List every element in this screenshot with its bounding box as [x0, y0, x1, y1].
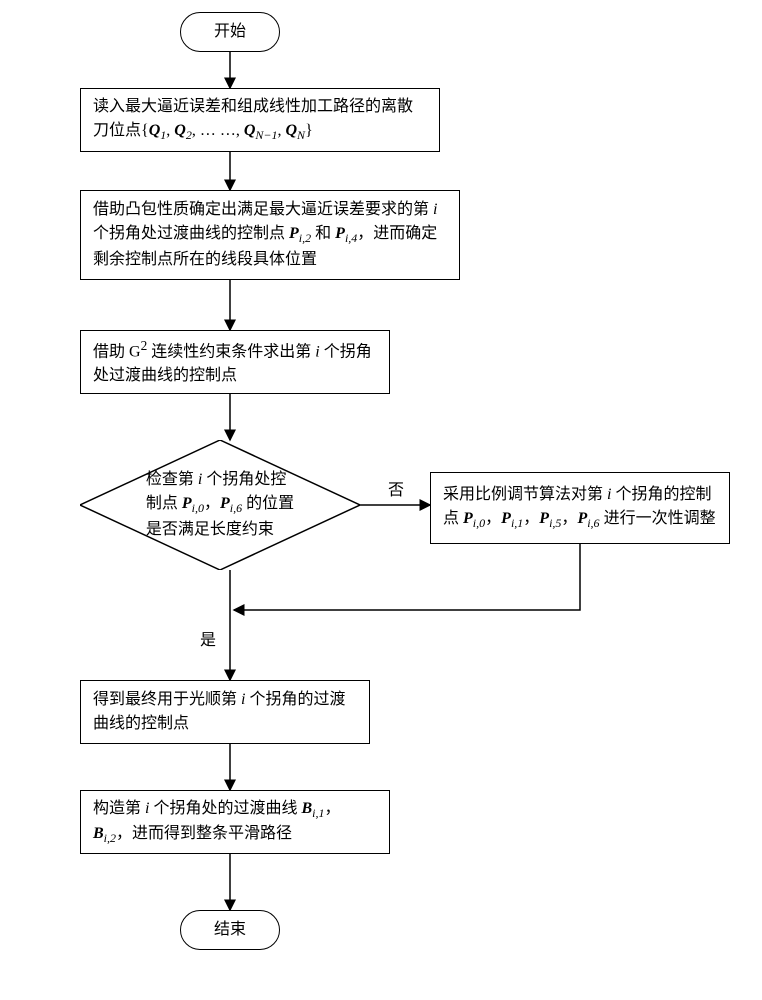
- convex-i: i: [433, 201, 437, 218]
- g2-a: 借助 G: [93, 343, 141, 360]
- edge-label-yes: 是: [198, 626, 218, 650]
- con-c: ，进而得到整条平滑路径: [116, 825, 292, 842]
- convex-p2: P: [289, 225, 299, 242]
- convex-t2: 个拐角处过渡曲线的控制点: [93, 225, 289, 242]
- convex-p2sub: i,2: [299, 232, 311, 246]
- adj-p1: P: [501, 510, 511, 527]
- dec-p6: P: [220, 495, 230, 512]
- g2-b: 连续性约束条件求出第: [147, 343, 315, 360]
- adj-p6s: i,6: [587, 517, 599, 531]
- convex-hull-process: 借助凸包性质确定出满足最大逼近误差要求的第 i 个拐角处过渡曲线的控制点 Pi,…: [80, 190, 460, 280]
- edge-label-no: 否: [386, 476, 406, 500]
- adj-p5s: i,5: [549, 517, 561, 531]
- adj-p0s: i,0: [473, 517, 485, 531]
- con-b2s: i,2: [104, 831, 116, 845]
- end-terminal: 结束: [180, 910, 280, 950]
- con-b1: B: [301, 800, 312, 817]
- con-b: 个拐角处的过渡曲线: [149, 800, 301, 817]
- adj-c: 进行一次性调整: [600, 510, 716, 527]
- dec-l3: 是否满足长度约束: [146, 521, 274, 538]
- dec-l1a: 检查第: [146, 471, 198, 488]
- convex-and: 和: [311, 225, 335, 242]
- fin-a: 得到最终用于光顺第: [93, 691, 241, 708]
- dec-sep: ，: [204, 495, 220, 512]
- start-terminal: 开始: [180, 12, 280, 52]
- con-a: 构造第: [93, 800, 145, 817]
- construct-curve-process: 构造第 i 个拐角处的过渡曲线 Bi,1，Bi,2，进而得到整条平滑路径: [80, 790, 390, 854]
- adj-a: 采用比例调节算法对第: [443, 486, 607, 503]
- adj-p0: P: [463, 510, 473, 527]
- g2-continuity-process: 借助 G2 连续性约束条件求出第 i 个拐角处过渡曲线的控制点: [80, 330, 390, 394]
- dec-p0sub: i,0: [192, 502, 204, 516]
- proportional-adjust-process: 采用比例调节算法对第 i 个拐角的控制点 Pi,0，Pi,1，Pi,5，Pi,6…: [430, 472, 730, 544]
- adj-p5: P: [539, 510, 549, 527]
- convex-p4: P: [335, 225, 345, 242]
- dec-p0: P: [182, 495, 192, 512]
- con-b2: B: [93, 825, 104, 842]
- convex-p4sub: i,4: [345, 232, 357, 246]
- dec-l1b: 个拐角处控: [202, 471, 286, 488]
- con-sep: ，: [325, 800, 341, 817]
- read-input-process: 读入最大逼近误差和组成线性加工路径的离散刀位点{Q1, Q2, … …, QN−…: [80, 88, 440, 152]
- adj-s3: ，: [561, 510, 577, 527]
- dec-p6sub: i,6: [230, 502, 242, 516]
- adj-s2: ，: [523, 510, 539, 527]
- length-check-decision: 检查第 i 个拐角处控 制点 Pi,0，Pi,6 的位置 是否满足长度约束: [80, 440, 360, 570]
- adj-p1s: i,1: [511, 517, 523, 531]
- final-control-points-process: 得到最终用于光顺第 i 个拐角的过渡曲线的控制点: [80, 680, 370, 744]
- read-suffix: }: [305, 122, 313, 139]
- dec-l2b: 的位置: [242, 495, 294, 512]
- adj-s1: ，: [485, 510, 501, 527]
- adj-p6: P: [577, 510, 587, 527]
- convex-t1: 借助凸包性质确定出满足最大逼近误差要求的第: [93, 201, 433, 218]
- dec-l2a: 制点: [146, 495, 182, 512]
- con-b1s: i,1: [312, 806, 324, 820]
